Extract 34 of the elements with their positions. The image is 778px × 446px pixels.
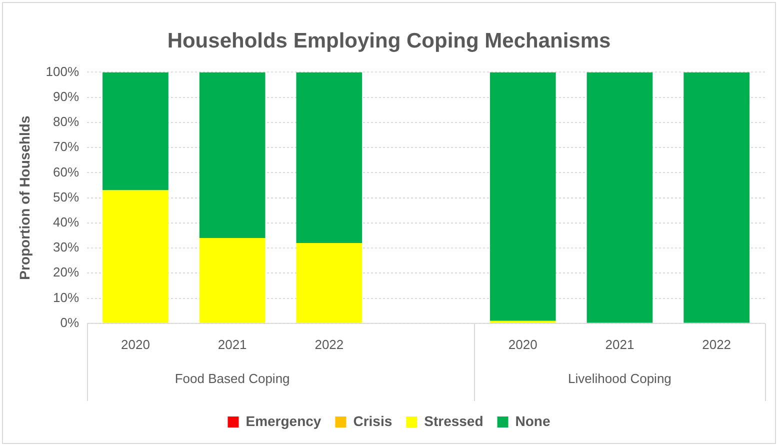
bar [684,72,750,323]
bar [199,238,266,323]
x-tick-label: 2021 [218,336,247,352]
y-tick-label: 10% [53,290,80,305]
y-axis-title: Proportion of Househlds [16,116,32,280]
bar [586,72,653,323]
bar [102,190,168,323]
y-tick-label: 30% [53,240,80,255]
bar [199,72,266,238]
x-tick-label: 2020 [121,336,150,352]
text: Food Based Coping [174,370,290,386]
legend-label: Crisis [353,412,392,429]
x-tick-label: 2022 [314,336,344,352]
y-tick-label: 0% [60,314,80,330]
y-tick-label: 40% [53,214,80,230]
y-tick-label: 60% [53,164,80,180]
y-tick-label: 20% [53,264,80,280]
legend-label: Stressed [424,412,484,429]
bar [102,72,168,190]
x-tick-label: 2021 [605,336,634,352]
y-tick-label: 90% [53,88,80,104]
text: Livelihood Coping [568,370,672,386]
bar [296,243,362,323]
legend-label: Emergency [246,412,322,429]
y-tick-label: 100% [46,64,80,79]
legend-label: None [515,412,550,429]
y-tick-label: 50% [53,189,80,204]
bar [490,72,556,321]
x-tick-label: 2022 [702,336,732,352]
y-tick-label: 70% [53,139,80,154]
y-tick-label: 80% [53,114,80,130]
chart-title: Households Employing Coping Mechanisms [167,29,611,52]
bar [296,72,362,244]
x-tick-label: 2020 [508,336,538,352]
